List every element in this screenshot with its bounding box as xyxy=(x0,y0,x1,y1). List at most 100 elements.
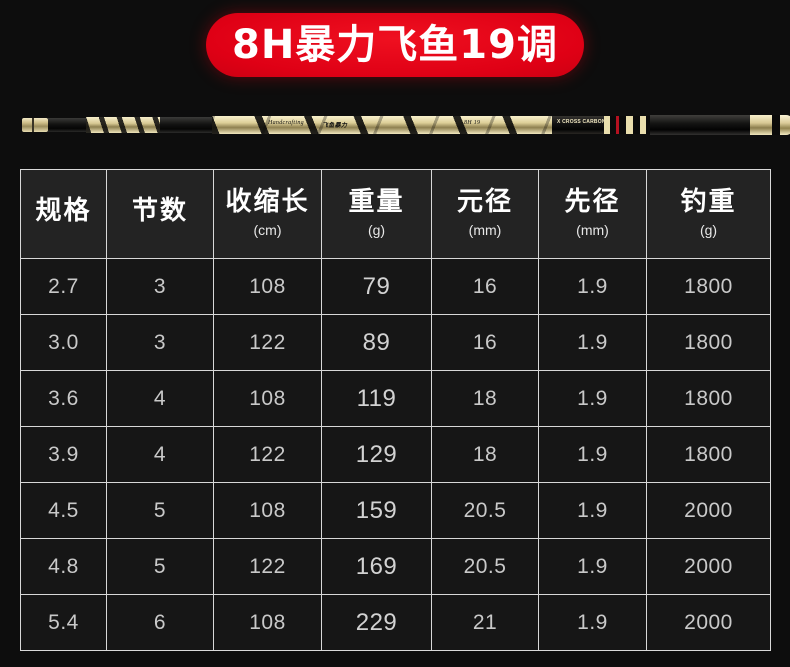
cell-weight: 169 xyxy=(321,538,432,595)
cell-fishing-load: 1800 xyxy=(646,314,771,371)
rod-illustration: Handcrafting 飞鱼暴力 8H 19 X CROSS CARBON xyxy=(22,114,790,136)
cell-butt-diameter: 21 xyxy=(431,594,539,651)
column-title: 收缩长 xyxy=(225,187,310,218)
table-row: 5.4 6 108 229 21 1.9 2000 xyxy=(20,594,771,651)
table-row: 4.8 5 122 169 20.5 1.9 2000 xyxy=(20,538,771,595)
cell-spec: 3.9 xyxy=(20,426,107,483)
cell-value: 1.9 xyxy=(577,499,608,522)
cell-value: 5 xyxy=(153,499,167,522)
cell-value: 4 xyxy=(153,443,167,466)
rod-brand-cn-decal: 飞鱼暴力 xyxy=(322,123,348,129)
cell-value: 18 xyxy=(472,387,498,410)
cell-sections: 5 xyxy=(106,538,214,595)
column-unit: (cm) xyxy=(253,221,282,238)
cell-weight: 229 xyxy=(321,594,432,651)
cell-value: 1.9 xyxy=(577,443,608,466)
cell-weight: 159 xyxy=(321,482,432,539)
cell-butt-diameter: 20.5 xyxy=(431,482,539,539)
cell-spec: 5.4 xyxy=(20,594,107,651)
cell-value: 20.5 xyxy=(463,555,507,578)
cell-value: 1800 xyxy=(684,443,733,466)
column-unit: (mm) xyxy=(468,221,502,238)
column-header-sections: 节数 xyxy=(106,169,214,259)
cell-closed-length: 108 xyxy=(213,370,322,427)
column-unit: (g) xyxy=(367,221,386,238)
rod-end-gold-ring xyxy=(750,115,772,135)
cell-spec: 2.7 xyxy=(20,258,107,315)
rod-brand-script-decal: Handcrafting xyxy=(268,120,304,126)
cell-value: 3.9 xyxy=(48,443,79,466)
cell-closed-length: 122 xyxy=(213,314,322,371)
cell-value: 1.9 xyxy=(577,275,608,298)
cell-closed-length: 108 xyxy=(213,482,322,539)
cell-spec: 3.6 xyxy=(20,370,107,427)
cell-sections: 6 xyxy=(106,594,214,651)
cell-weight: 129 xyxy=(321,426,432,483)
cell-value: 16 xyxy=(472,331,498,354)
cell-butt-diameter: 16 xyxy=(431,314,539,371)
cell-value: 79 xyxy=(362,272,391,300)
rod-end-cap xyxy=(780,115,790,135)
cell-value: 2000 xyxy=(684,611,733,634)
rod-ring-bands xyxy=(604,116,650,134)
cell-sections: 3 xyxy=(106,258,214,315)
cell-closed-length: 122 xyxy=(213,426,322,483)
cell-closed-length: 122 xyxy=(213,538,322,595)
rod-end-black-ring xyxy=(772,115,780,135)
cell-value: 159 xyxy=(355,496,398,524)
cell-value: 229 xyxy=(355,608,398,636)
cell-butt-diameter: 18 xyxy=(431,370,539,427)
column-header-tip-diameter: 先径 (mm) xyxy=(538,169,647,259)
cell-value: 122 xyxy=(249,555,286,578)
rod-cap-line xyxy=(32,118,34,132)
column-header-weight: 重量 (g) xyxy=(321,169,432,259)
cell-value: 89 xyxy=(362,328,391,356)
cell-spec: 4.8 xyxy=(20,538,107,595)
cell-spec: 4.5 xyxy=(20,482,107,539)
cell-sections: 4 xyxy=(106,370,214,427)
cell-weight: 89 xyxy=(321,314,432,371)
table-row: 3.9 4 122 129 18 1.9 1800 xyxy=(20,426,771,483)
cell-fishing-load: 2000 xyxy=(646,538,771,595)
cell-value: 1800 xyxy=(684,387,733,410)
column-header-spec: 规格 xyxy=(20,169,107,259)
cell-value: 3.6 xyxy=(48,387,79,410)
rod-handle xyxy=(650,115,750,135)
cell-tip-diameter: 1.9 xyxy=(538,258,647,315)
table-row: 4.5 5 108 159 20.5 1.9 2000 xyxy=(20,482,771,539)
column-header-closed-length: 收缩长 (cm) xyxy=(213,169,322,259)
cell-tip-diameter: 1.9 xyxy=(538,594,647,651)
rod-sub-mark-decal: 8H 19 xyxy=(464,120,481,126)
rod-decor-section-1 xyxy=(86,117,160,133)
cell-tip-diameter: 1.9 xyxy=(538,538,647,595)
rod-butt-cap xyxy=(22,118,48,132)
cell-weight: 119 xyxy=(321,370,432,427)
table-row: 3.6 4 108 119 18 1.9 1800 xyxy=(20,370,771,427)
cell-value: 108 xyxy=(249,275,286,298)
cell-closed-length: 108 xyxy=(213,594,322,651)
cell-sections: 4 xyxy=(106,426,214,483)
cell-value: 108 xyxy=(249,387,286,410)
cell-value: 122 xyxy=(249,331,286,354)
cell-value: 3 xyxy=(153,331,167,354)
column-title: 规格 xyxy=(35,196,92,227)
cell-value: 6 xyxy=(153,611,167,634)
cell-value: 108 xyxy=(249,499,286,522)
cell-spec: 3.0 xyxy=(20,314,107,371)
cell-value: 108 xyxy=(249,611,286,634)
title-pill: 8H暴力飞鱼19调 xyxy=(206,13,584,77)
cell-fishing-load: 1800 xyxy=(646,370,771,427)
cell-value: 5 xyxy=(153,555,167,578)
cell-butt-diameter: 16 xyxy=(431,258,539,315)
cell-value: 2.7 xyxy=(48,275,79,298)
cell-weight: 79 xyxy=(321,258,432,315)
cell-value: 1800 xyxy=(684,275,733,298)
cell-value: 2000 xyxy=(684,499,733,522)
cell-value: 1.9 xyxy=(577,387,608,410)
column-unit: (g) xyxy=(699,221,718,238)
table-header-row: 规格 节数 收缩长 (cm) 重量 (g) 元径 (mm) xyxy=(20,169,771,259)
cell-value: 20.5 xyxy=(463,499,507,522)
cell-value: 119 xyxy=(356,384,397,412)
cell-tip-diameter: 1.9 xyxy=(538,482,647,539)
